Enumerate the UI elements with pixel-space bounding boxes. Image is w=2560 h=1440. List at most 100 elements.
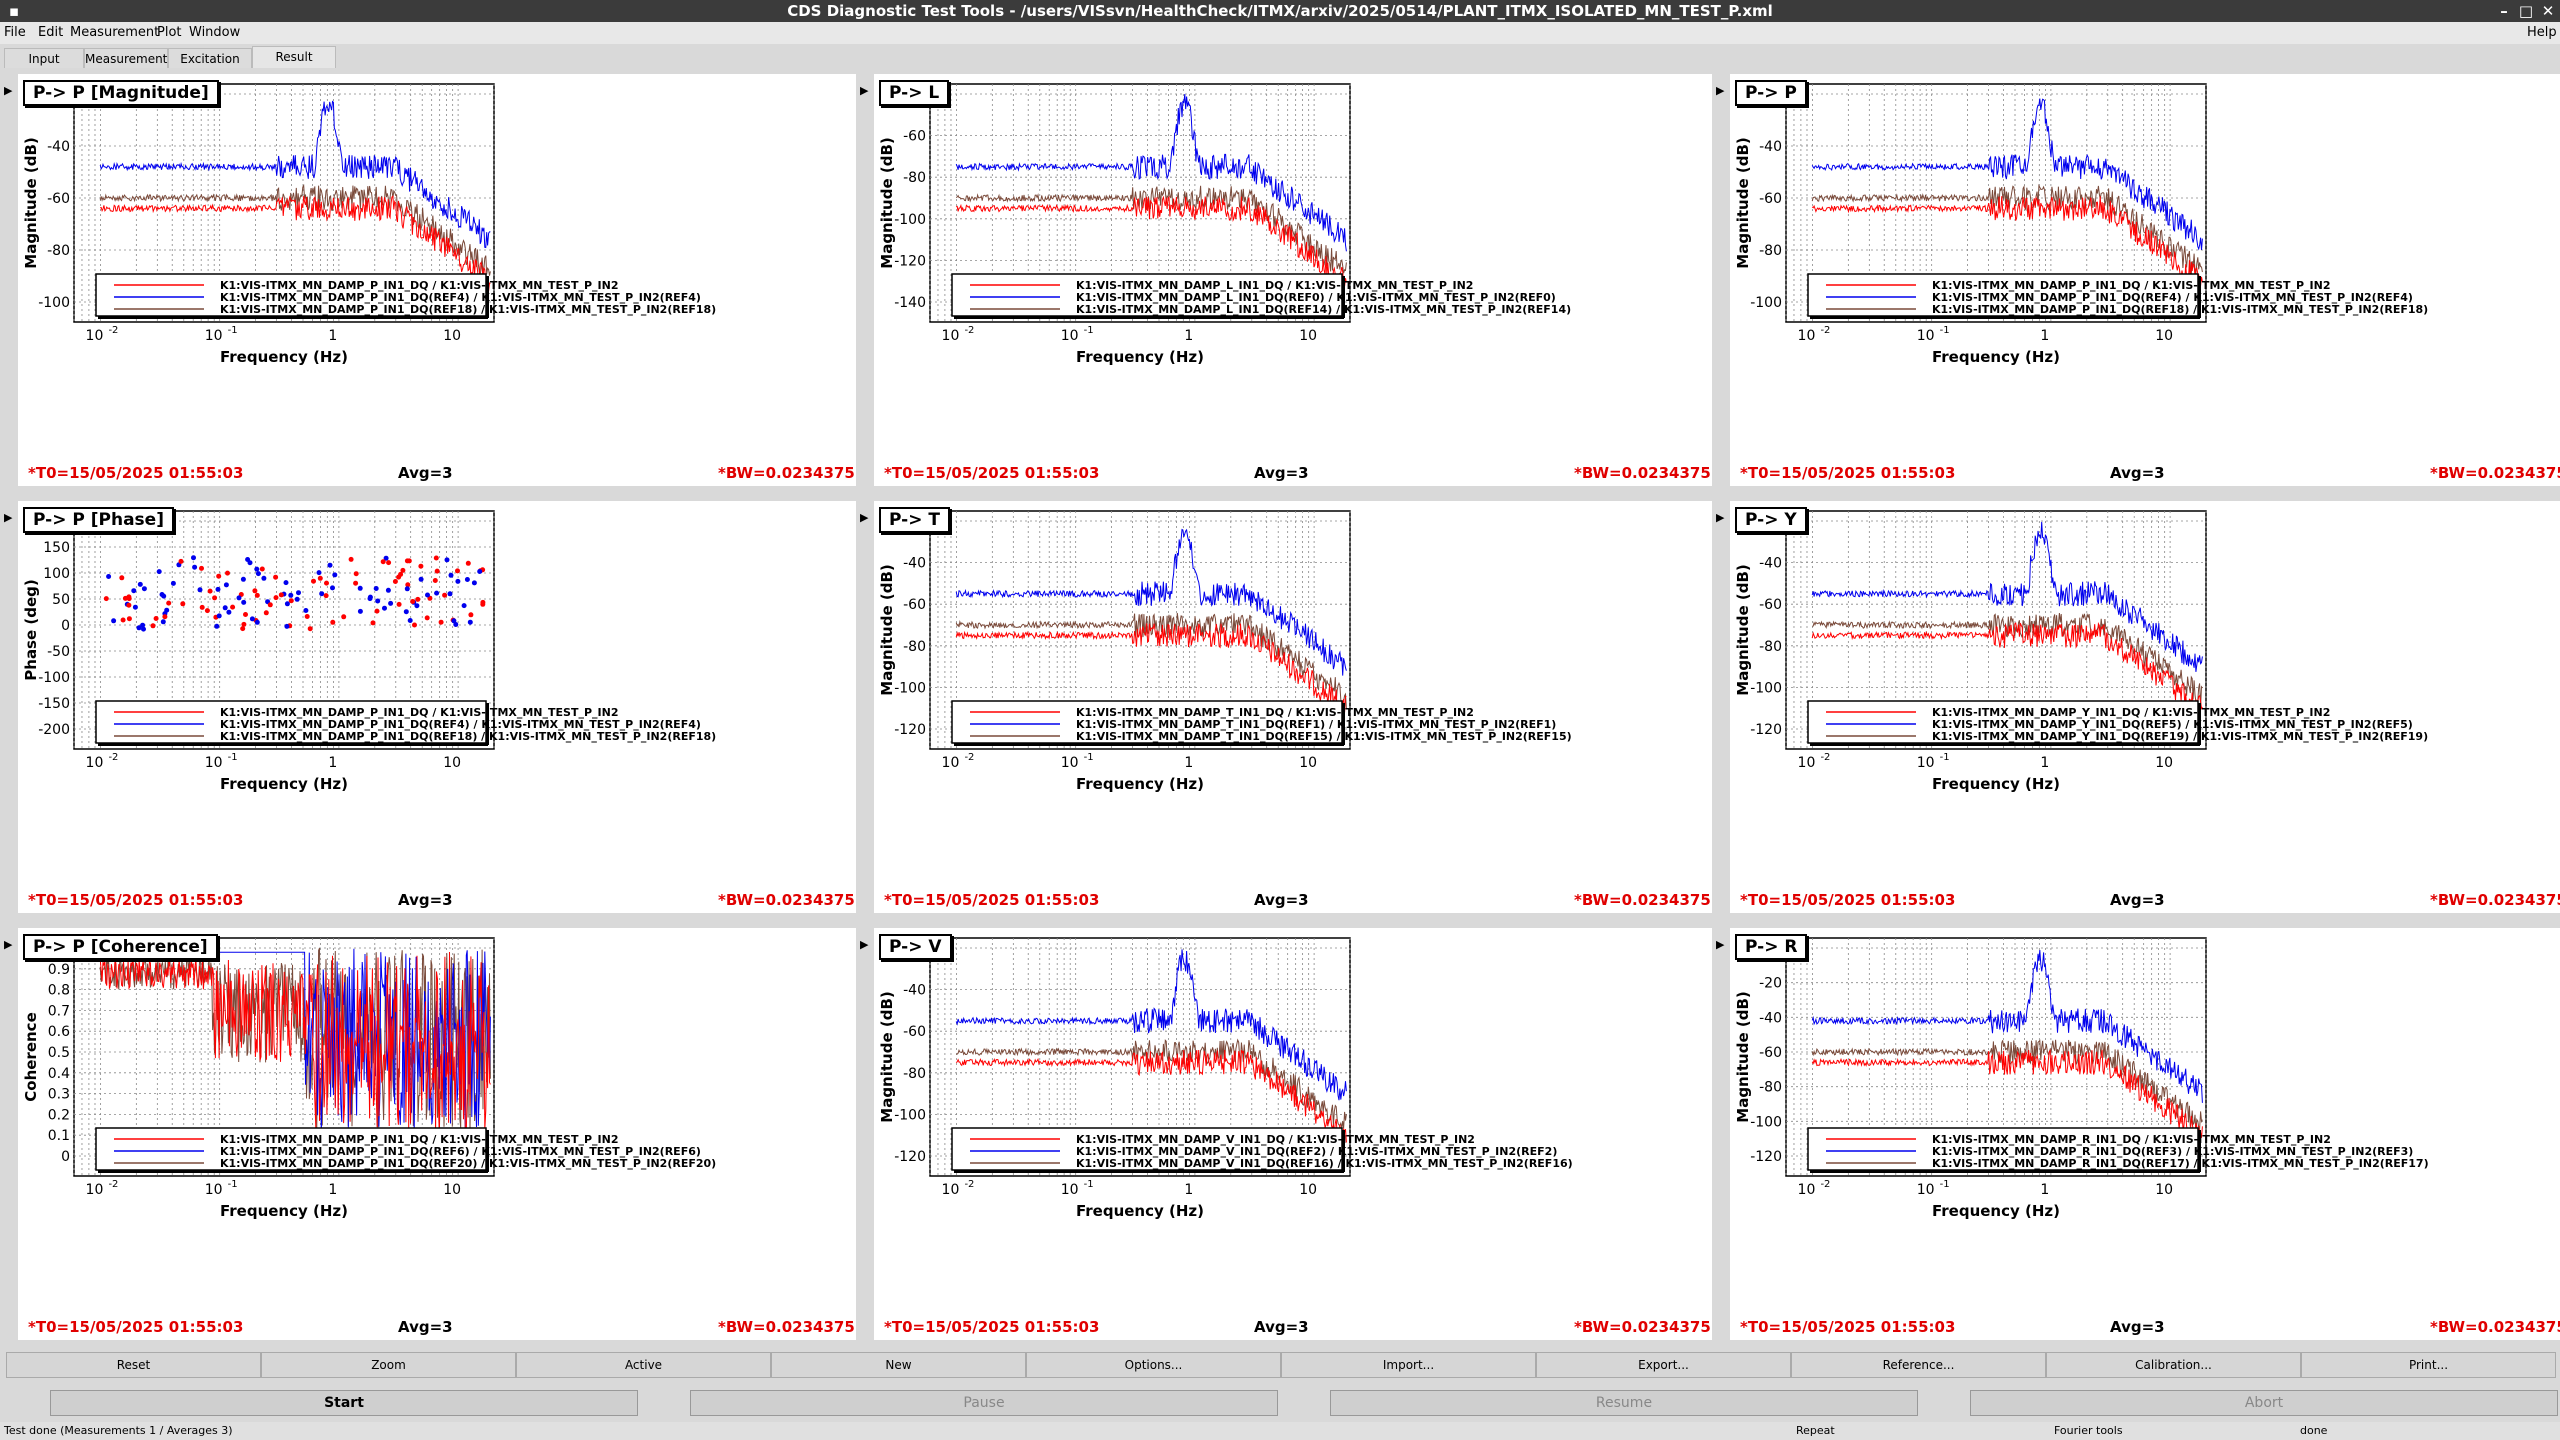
- pane-select-icon[interactable]: ▶: [1716, 511, 1725, 524]
- phase-point: [405, 582, 411, 588]
- menubar: File Edit Measurement Plot Window Help: [0, 22, 2560, 44]
- pane-handle[interactable]: ▶: [856, 928, 874, 1340]
- new-button[interactable]: New: [771, 1352, 1026, 1378]
- phase-point: [400, 567, 406, 573]
- menu-help[interactable]: Help: [2527, 25, 2557, 40]
- pause-button[interactable]: Pause: [690, 1390, 1278, 1416]
- x-tick-label: 10: [1798, 1182, 1816, 1198]
- phase-point: [447, 591, 453, 597]
- phase-point: [380, 559, 386, 565]
- legend-entry: K1:VIS-ITMX_MN_DAMP_P_IN1_DQ / K1:VIS-IT…: [220, 279, 618, 292]
- phase-point: [192, 564, 198, 570]
- pane-handle[interactable]: ▶: [1712, 501, 1730, 913]
- print-button[interactable]: Print...: [2301, 1352, 2556, 1378]
- phase-point: [433, 555, 439, 561]
- minimize-icon[interactable]: –: [2500, 2, 2508, 20]
- y-axis-label: Magnitude (dB): [1734, 137, 1752, 268]
- y-tick-label: -60: [47, 191, 70, 207]
- series-trace: [955, 528, 1347, 676]
- plot-pane-p-t[interactable]: -20-40-60-80-100-12010-210-1110Frequency…: [874, 501, 1712, 913]
- phase-point: [249, 616, 255, 622]
- pane-select-icon[interactable]: ▶: [4, 84, 13, 97]
- pane-handle[interactable]: ▶: [0, 501, 18, 913]
- foot-avg: Avg=3: [2110, 1318, 2165, 1336]
- plot-svg: -20-40-60-80-100-12010-210-1110Frequency…: [878, 510, 1572, 793]
- close-icon[interactable]: ✕: [2541, 2, 2555, 20]
- y-tick-label: -80: [1759, 243, 1782, 259]
- zoom-button[interactable]: Zoom: [261, 1352, 516, 1378]
- pane-handle[interactable]: ▶: [0, 74, 18, 486]
- pane-select-icon[interactable]: ▶: [4, 511, 13, 524]
- options-button[interactable]: Options...: [1026, 1352, 1281, 1378]
- phase-point: [212, 595, 218, 601]
- tab-result[interactable]: Result: [252, 46, 336, 69]
- y-tick-label: 0.5: [48, 1045, 70, 1061]
- menu-plot[interactable]: Plot: [157, 25, 182, 40]
- phase-point: [207, 588, 213, 594]
- plot-pane-p-v[interactable]: -20-40-60-80-100-12010-210-1110Frequency…: [874, 928, 1712, 1340]
- plot-pane-p-p-coherence[interactable]: 10.90.80.70.60.50.40.30.20.1010-210-1110…: [18, 928, 856, 1340]
- phase-point: [323, 593, 329, 599]
- phase-point: [288, 598, 294, 604]
- plot-svg: -20-40-60-80-100-12010-210-1110Frequency…: [1734, 510, 2428, 793]
- legend-entry: K1:VIS-ITMX_MN_DAMP_T_IN1_DQ(REF1) / K1:…: [1076, 718, 1556, 731]
- active-button[interactable]: Active: [516, 1352, 771, 1378]
- phase-point: [120, 617, 126, 623]
- tab-excitation[interactable]: Excitation: [168, 48, 252, 69]
- pane-handle[interactable]: ▶: [856, 501, 874, 913]
- window-menu-icon[interactable]: ▪: [8, 2, 20, 20]
- phase-point: [477, 569, 483, 574]
- plot-pane-p-r[interactable]: 0-20-40-60-80-100-12010-210-1110Frequenc…: [1730, 928, 2560, 1340]
- legend-entry: K1:VIS-ITMX_MN_DAMP_Y_IN1_DQ / K1:VIS-IT…: [1932, 706, 2330, 719]
- x-tick-label: 10: [2155, 328, 2173, 344]
- series-trace: [955, 612, 1347, 709]
- phase-point: [178, 558, 184, 564]
- reset-button[interactable]: Reset: [6, 1352, 261, 1378]
- resume-button[interactable]: Resume: [1330, 1390, 1918, 1416]
- pane-select-icon[interactable]: ▶: [860, 511, 869, 524]
- menu-edit[interactable]: Edit: [38, 25, 64, 40]
- y-tick-label: -60: [1759, 1045, 1782, 1061]
- maximize-icon[interactable]: □: [2518, 2, 2534, 20]
- phase-point: [465, 560, 471, 566]
- phase-point: [398, 571, 404, 577]
- plot-pane-p-y[interactable]: -20-40-60-80-100-12010-210-1110Frequency…: [1730, 501, 2560, 913]
- phase-point: [288, 592, 294, 598]
- pane-handle[interactable]: ▶: [1712, 74, 1730, 486]
- pane-select-icon[interactable]: ▶: [1716, 84, 1725, 97]
- phase-point: [119, 575, 125, 581]
- import-button[interactable]: Import...: [1281, 1352, 1536, 1378]
- calibration-button[interactable]: Calibration...: [2046, 1352, 2301, 1378]
- plot-pane-p-l[interactable]: -40-60-80-100-120-14010-210-1110Frequenc…: [874, 74, 1712, 486]
- menu-measurement[interactable]: Measurement: [70, 25, 160, 40]
- y-axis-label: Magnitude (dB): [878, 137, 896, 268]
- x-tick-label: 1: [328, 1182, 337, 1198]
- export-button[interactable]: Export...: [1536, 1352, 1791, 1378]
- plot-title: P-> P: [1735, 80, 1807, 106]
- pane-select-icon[interactable]: ▶: [860, 938, 869, 951]
- pane-select-icon[interactable]: ▶: [860, 84, 869, 97]
- abort-button[interactable]: Abort: [1970, 1390, 2558, 1416]
- y-tick-label: 0.4: [48, 1066, 70, 1082]
- phase-point: [348, 556, 354, 562]
- pane-handle[interactable]: ▶: [856, 74, 874, 486]
- phase-point: [226, 609, 232, 615]
- x-tick-label: 10: [205, 755, 223, 771]
- pane-select-icon[interactable]: ▶: [1716, 938, 1725, 951]
- tab-input[interactable]: Input: [4, 48, 84, 69]
- phase-point: [241, 599, 247, 605]
- start-button[interactable]: Start: [50, 1390, 638, 1416]
- pane-select-icon[interactable]: ▶: [4, 938, 13, 951]
- reference-button[interactable]: Reference...: [1791, 1352, 2046, 1378]
- foot-t0: *T0=15/05/2025 01:55:03: [1740, 464, 1956, 482]
- plot-pane-p-p-phase[interactable]: 200150100500-50-100-150-20010-210-1110Fr…: [18, 501, 856, 913]
- y-tick-label: -100: [894, 1107, 926, 1123]
- menu-window[interactable]: Window: [189, 25, 241, 40]
- pane-handle[interactable]: ▶: [1712, 928, 1730, 1340]
- phase-point: [461, 603, 467, 609]
- pane-handle[interactable]: ▶: [0, 928, 18, 1340]
- menu-file[interactable]: File: [4, 25, 26, 40]
- tab-measurement[interactable]: Measurement: [84, 48, 168, 69]
